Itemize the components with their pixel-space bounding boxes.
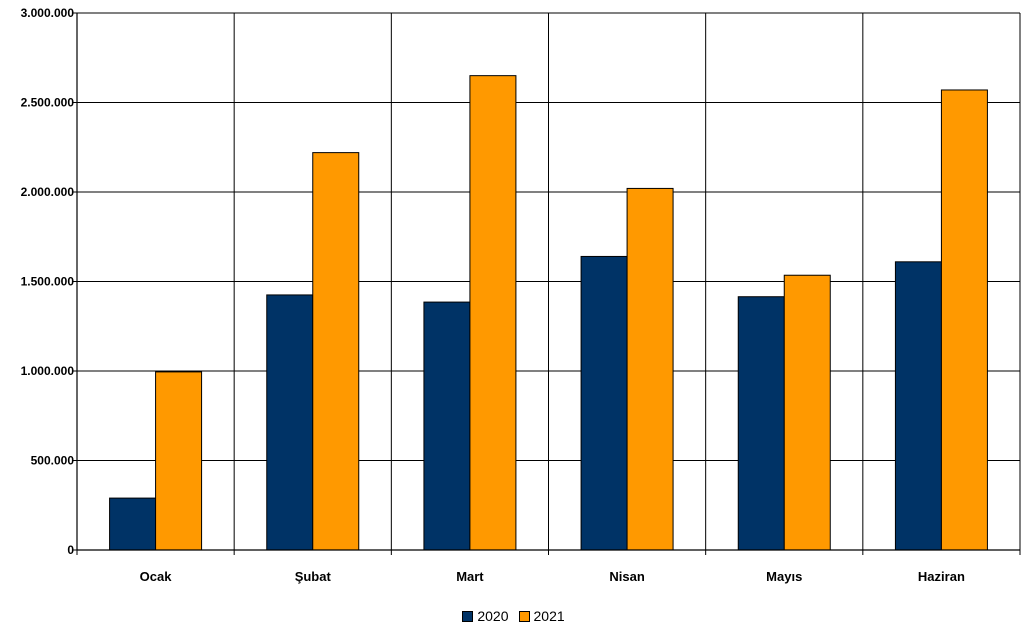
legend-item-2021: 2021 <box>518 608 565 624</box>
bar-2020-4 <box>737 296 785 551</box>
legend: 2020 2021 <box>0 608 1027 624</box>
legend-label-2021: 2021 <box>533 608 565 624</box>
x-tick-label: Mayıs <box>766 569 802 584</box>
legend-item-2020: 2020 <box>462 608 509 624</box>
bar-2020-1 <box>266 294 314 551</box>
bar-2021-4 <box>783 274 831 551</box>
bar-2020-2 <box>423 301 471 551</box>
grid-lines <box>76 12 1021 555</box>
y-axis-tick-labels: 0 500.000 1.000.000 1.500.000 2.000.000 2.500… <box>21 6 75 557</box>
bar-2021-0 <box>155 371 203 551</box>
y-tick-label: 0 <box>67 543 74 557</box>
bar-2021-1 <box>312 152 360 551</box>
x-tick-label: Şubat <box>295 569 332 584</box>
legend-label-2020: 2020 <box>477 608 509 624</box>
x-tick-label: Mart <box>456 569 484 584</box>
y-tick-label: 500.000 <box>31 454 75 468</box>
x-tick-label: Ocak <box>140 569 173 584</box>
bar-2021-3 <box>626 187 674 551</box>
bar-2020-3 <box>580 255 628 551</box>
x-tick-label: Haziran <box>918 569 965 584</box>
y-tick-label: 2.500.000 <box>21 96 75 110</box>
bar-2021-5 <box>940 89 988 551</box>
x-tick-label: Nisan <box>609 569 644 584</box>
bar-2021-2 <box>469 75 517 551</box>
bar-2020-0 <box>109 497 157 551</box>
bar-2020-5 <box>894 261 942 551</box>
bar-chart: 0 500.000 1.000.000 1.500.000 2.000.000 2.500… <box>21 6 1021 584</box>
legend-swatch-2020 <box>462 610 474 622</box>
y-tick-label: 2.000.000 <box>21 185 75 199</box>
bars <box>109 75 988 551</box>
y-tick-label: 3.000.000 <box>21 6 75 20</box>
y-tick-label: 1.000.000 <box>21 364 75 378</box>
legend-swatch-2021 <box>518 610 530 622</box>
axes <box>72 12 1020 551</box>
x-axis-tick-labels: Ocak Şubat Mart Nisan Mayıs Haziran <box>140 569 965 584</box>
y-tick-label: 1.500.000 <box>21 275 75 289</box>
